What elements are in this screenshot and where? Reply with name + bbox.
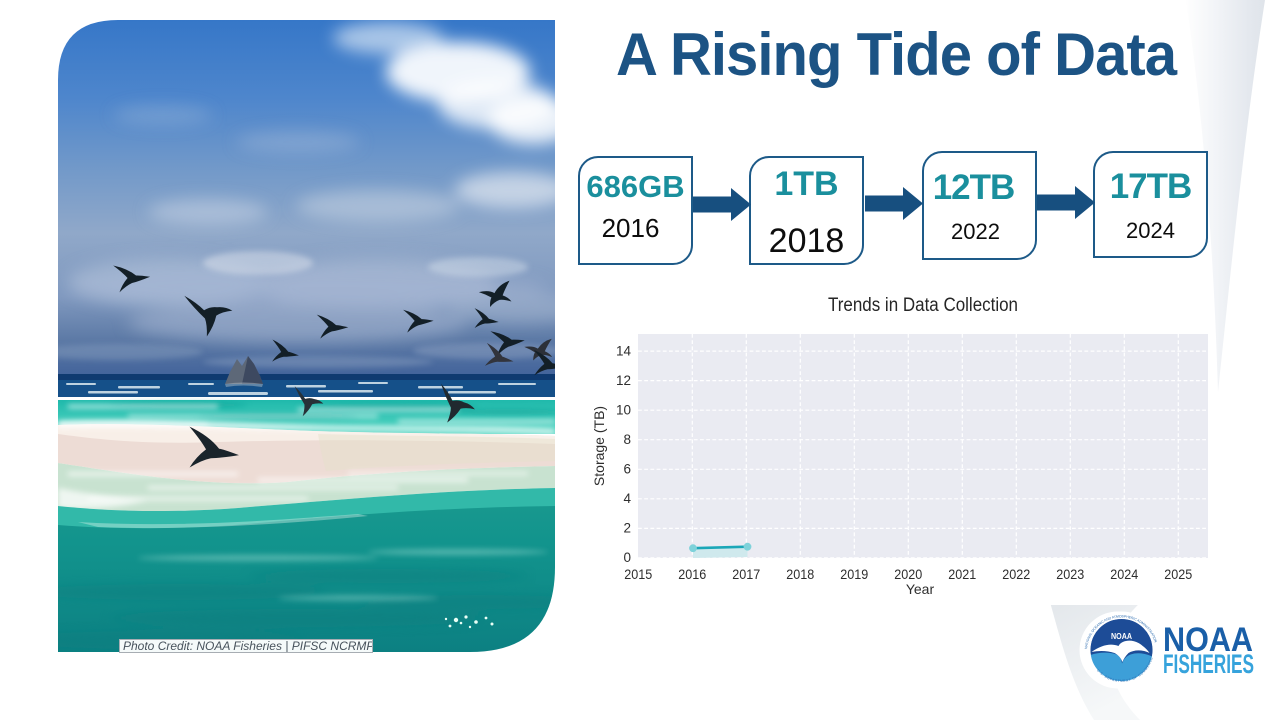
svg-text:Storage (TB): Storage (TB) [591,406,607,486]
svg-text:2025: 2025 [1164,566,1192,582]
svg-text:Year: Year [906,581,935,597]
svg-text:FISHERIES: FISHERIES [1163,649,1254,679]
svg-text:10: 10 [616,402,631,417]
svg-text:2018: 2018 [786,566,814,582]
svg-text:14: 14 [616,343,632,358]
svg-text:Trends in Data Collection: Trends in Data Collection [828,295,1018,316]
svg-text:2020: 2020 [894,566,922,582]
svg-text:8: 8 [623,432,631,447]
svg-text:12: 12 [616,373,631,388]
svg-text:NOAA: NOAA [1163,621,1253,659]
svg-text:2023: 2023 [1056,566,1084,582]
svg-text:2016: 2016 [678,566,706,582]
svg-text:4: 4 [623,491,631,506]
svg-text:2024: 2024 [1110,566,1138,582]
svg-text:2019: 2019 [840,566,868,582]
svg-text:2021: 2021 [948,566,976,582]
svg-text:2: 2 [623,521,631,536]
svg-text:2017: 2017 [732,566,760,582]
svg-text:2022: 2022 [1002,566,1030,582]
svg-text:2015: 2015 [624,566,652,582]
svg-text:6: 6 [623,462,631,477]
svg-text:0: 0 [623,550,631,565]
svg-text:NOAA: NOAA [1111,632,1132,641]
